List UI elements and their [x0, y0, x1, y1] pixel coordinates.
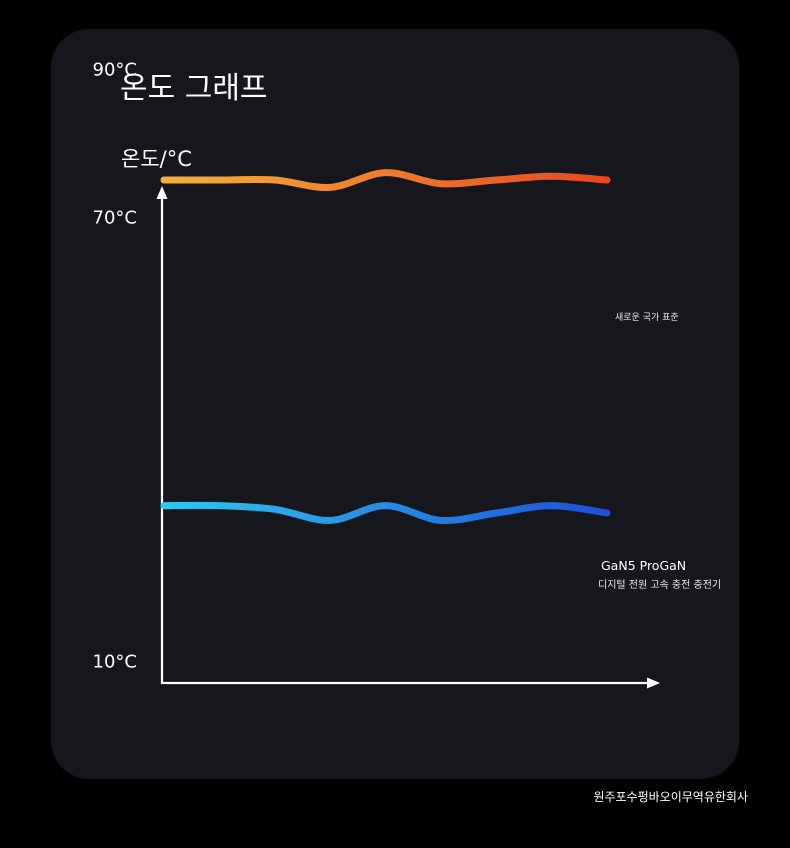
x-axis-arrow-icon [647, 677, 660, 689]
series-1-label: GaN5 ProGaN [601, 558, 686, 573]
y-axis-arrow-icon [156, 186, 168, 199]
series-1-sublabel: 디지털 전원 고속 충전 충전기 [598, 579, 721, 591]
chart-card [51, 29, 739, 779]
series-1-line [160, 501, 611, 525]
y-tick-label: 90°C [93, 60, 137, 81]
y-axis-label: 온도/°C [121, 147, 192, 171]
series-0-line [160, 169, 611, 191]
y-tick-label: 70°C [93, 208, 137, 229]
series-0-label: 새로운 국가 표준 [615, 312, 679, 323]
series-lines [160, 169, 611, 525]
company-name: 원주포수펑바오이무역유한회사 [593, 790, 748, 804]
y-tick-label: 10°C [93, 652, 137, 673]
y-axis-ticks: 90°C 70°C 10°C [93, 60, 137, 673]
chart-title: 온도 그래프 [120, 71, 268, 106]
